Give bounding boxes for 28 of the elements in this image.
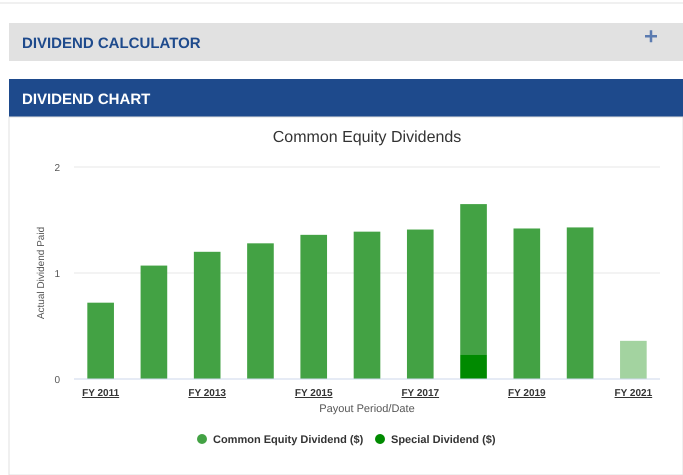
bar (406, 230, 434, 379)
x-tick-label: FY 2015 (294, 388, 333, 399)
bar (140, 266, 168, 379)
bar (87, 302, 114, 379)
bar (300, 234, 328, 379)
y-tick-label: 1 (54, 269, 60, 280)
y-tick-label: 0 (54, 375, 60, 386)
x-tick-label: FY 2021 (614, 388, 653, 399)
bar (247, 243, 274, 379)
bar (566, 227, 594, 379)
chart-title: Common Equity Dividends (272, 129, 462, 146)
bar (514, 228, 540, 379)
x-tick-label: FY 2019 (508, 388, 546, 399)
text: DIVIDEND CHART (22, 91, 150, 108)
bar (460, 354, 487, 379)
x-tick-label: FY 2013 (188, 388, 226, 399)
text: DIVIDEND CALCULATOR (22, 35, 201, 52)
y-axis-title: Actual Dividend Paid (36, 226, 47, 320)
x-tick-label: FY 2011 (82, 388, 120, 399)
bar (460, 204, 487, 355)
legend-label: Special Dividend ($) (391, 434, 496, 446)
y-tick-label: 2 (54, 163, 60, 174)
x-axis-title: Payout Period/Date (319, 403, 415, 415)
bar (194, 252, 220, 379)
bar (620, 340, 647, 379)
legend-label: Common Equity Dividend ($) (213, 434, 364, 446)
x-tick-label: FY 2017 (401, 388, 440, 399)
bar (354, 232, 380, 379)
